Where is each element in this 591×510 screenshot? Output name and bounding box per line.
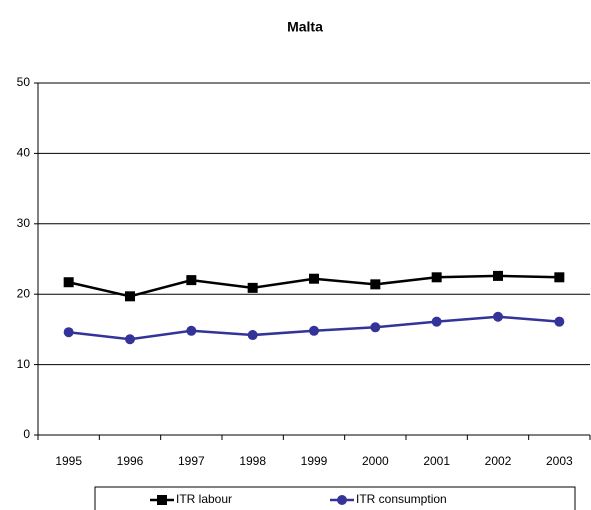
x-tick-label: 2002 [485, 454, 512, 468]
legend-label: ITR labour [176, 492, 232, 506]
marker [370, 322, 381, 333]
x-tick-label: 1995 [55, 454, 82, 468]
y-tick-label: 40 [17, 146, 31, 160]
marker [186, 325, 197, 336]
marker [125, 291, 135, 302]
chart-title: Malta [287, 19, 323, 35]
marker [431, 316, 442, 327]
x-tick-label: 2003 [546, 454, 573, 468]
marker [186, 275, 197, 286]
marker [493, 270, 503, 281]
marker [125, 334, 135, 345]
legend-marker [157, 495, 167, 505]
marker [309, 325, 319, 336]
y-tick-label: 50 [17, 75, 31, 89]
marker [431, 272, 442, 283]
x-tick-label: 1998 [239, 454, 266, 468]
y-tick-label: 0 [23, 427, 30, 441]
legend-label: ITR consumption [356, 492, 447, 506]
x-tick-label: 1996 [117, 454, 144, 468]
x-tick-label: 1997 [178, 454, 205, 468]
marker [370, 279, 381, 290]
marker [554, 316, 565, 327]
y-tick-label: 30 [17, 216, 31, 230]
marker [247, 330, 258, 341]
x-tick-label: 2000 [362, 454, 389, 468]
marker [493, 311, 503, 322]
y-tick-label: 20 [17, 286, 31, 300]
x-tick-label: 2001 [423, 454, 450, 468]
x-tick-label: 1999 [301, 454, 328, 468]
marker [554, 272, 565, 283]
y-tick-label: 10 [17, 357, 31, 371]
marker [309, 273, 319, 284]
marker [63, 277, 74, 288]
legend-marker [337, 495, 347, 505]
legend-box [94, 486, 576, 510]
marker [247, 282, 258, 293]
marker [63, 327, 74, 338]
